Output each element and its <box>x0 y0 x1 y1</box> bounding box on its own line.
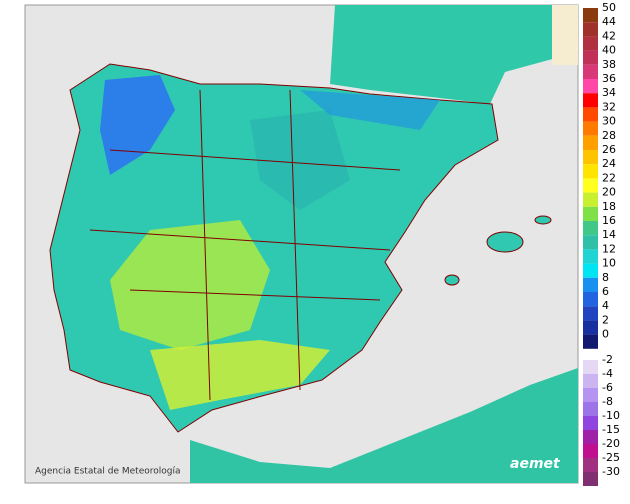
legend-label: 16 <box>602 214 616 227</box>
legend-label: 22 <box>602 171 616 184</box>
legend-label: -4 <box>602 367 613 380</box>
legend-swatch <box>583 79 598 94</box>
legend-swatch <box>583 277 598 292</box>
legend-swatch <box>583 93 598 108</box>
legend-swatch <box>583 292 598 307</box>
legend-swatch <box>583 472 598 486</box>
legend-label: 30 <box>602 115 616 128</box>
legend-label: 42 <box>602 29 616 42</box>
legend-label: 14 <box>602 228 616 241</box>
warm-area <box>110 220 270 350</box>
legend-swatch <box>583 430 598 444</box>
credit: Agencia Estatal de Meteorología <box>35 467 181 477</box>
legend-swatch <box>583 22 598 37</box>
island <box>444 274 460 286</box>
legend-label: -15 <box>602 423 620 436</box>
legend-swatch <box>583 164 598 179</box>
legend-swatch <box>583 360 598 374</box>
logo: aemet <box>510 456 561 472</box>
legend-label: 6 <box>602 285 609 298</box>
legend-label: -25 <box>602 451 620 464</box>
legend-label: 50 <box>602 1 616 14</box>
legend-swatch <box>583 150 598 165</box>
legend-swatch <box>583 388 598 402</box>
legend-swatch <box>583 249 598 264</box>
legend-label: 26 <box>602 143 616 156</box>
legend-label: -10 <box>602 409 620 422</box>
province-border <box>89 89 401 401</box>
legend-label: 24 <box>602 157 616 170</box>
cold-area <box>100 75 175 175</box>
legend-label: 10 <box>602 257 616 270</box>
legend-swatch <box>583 320 598 335</box>
warm-area <box>150 340 330 410</box>
legend-label: 20 <box>602 186 616 199</box>
mid-area <box>250 110 350 210</box>
legend-label: 44 <box>602 15 616 28</box>
island <box>486 231 524 253</box>
legend-swatch <box>583 121 598 136</box>
legend-label: 40 <box>602 44 616 57</box>
legend-label: 2 <box>602 313 609 326</box>
legend-label: -20 <box>602 437 620 450</box>
legend-swatch <box>583 402 598 416</box>
africa <box>190 368 578 483</box>
france <box>330 5 556 104</box>
legend-swatch <box>583 107 598 122</box>
legend-label: -2 <box>602 353 613 366</box>
legend-swatch <box>583 235 598 250</box>
legend-swatch <box>583 8 598 23</box>
legend-swatch <box>583 135 598 150</box>
legend: 5044424038363432302826242220181614121086… <box>583 1 620 486</box>
legend-label: 12 <box>602 242 616 255</box>
island <box>534 215 552 225</box>
legend-swatch <box>583 263 598 278</box>
legend-swatch <box>583 458 598 472</box>
legend-label: 32 <box>602 100 616 113</box>
legend-swatch <box>583 64 598 79</box>
legend-swatch <box>583 192 598 207</box>
legend-swatch <box>583 50 598 65</box>
legend-label: 4 <box>602 299 609 312</box>
cold-area <box>300 90 440 130</box>
land-edge <box>552 5 578 65</box>
legend-label: 28 <box>602 129 616 142</box>
legend-swatch <box>583 206 598 221</box>
legend-swatch <box>583 444 598 458</box>
legend-swatch <box>583 178 598 193</box>
legend-label: 0 <box>602 328 609 341</box>
legend-swatch <box>583 36 598 51</box>
legend-swatch <box>583 306 598 321</box>
legend-label: -8 <box>602 395 613 408</box>
map: Agencia Estatal de Meteorología aemet <box>24 4 579 484</box>
legend-label: -6 <box>602 381 613 394</box>
legend-label: -30 <box>602 465 620 478</box>
legend-swatch <box>583 221 598 236</box>
legend-label: 34 <box>602 86 616 99</box>
legend-label: 36 <box>602 72 616 85</box>
legend-swatch <box>583 334 598 349</box>
legend-label: 8 <box>602 271 609 284</box>
legend-swatch <box>583 374 598 388</box>
legend-label: 38 <box>602 58 616 71</box>
legend-swatch <box>583 416 598 430</box>
legend-label: 18 <box>602 200 616 213</box>
